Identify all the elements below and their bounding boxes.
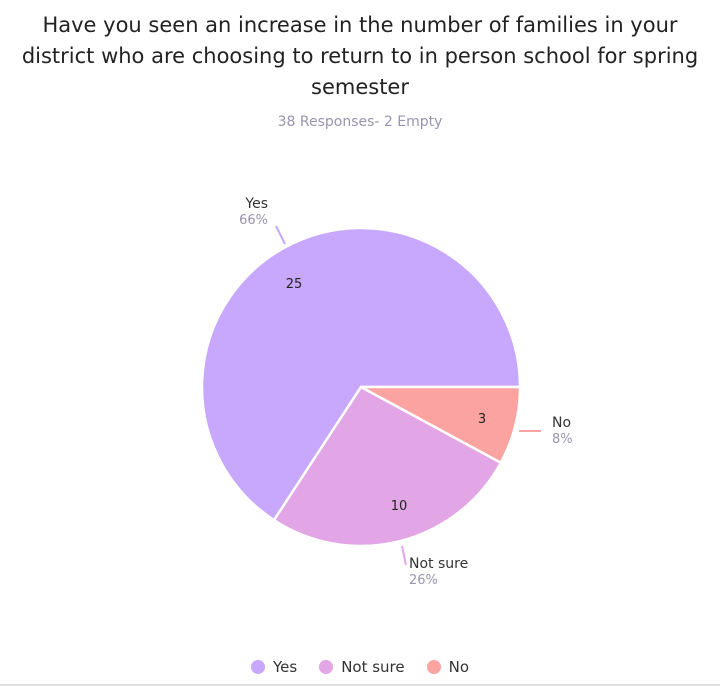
chart-subtitle: 38 Responses- 2 Empty — [277, 114, 443, 130]
legend-item-not-sure[interactable]: Not sure — [319, 658, 405, 676]
pie-slice-not-sure[interactable] — [272, 385, 503, 548]
outer-percent-yes: 66% — [239, 213, 268, 228]
legend-item-no[interactable]: No — [426, 658, 470, 676]
pie-slice-no[interactable] — [360, 385, 522, 465]
outer-label-not-sure: Not sure — [409, 556, 468, 572]
bottom-divider — [0, 684, 720, 686]
chart-legend: Yes Not sure No — [0, 658, 720, 676]
legend-swatch-no — [426, 660, 441, 674]
pie-slice-yes[interactable] — [200, 226, 522, 522]
leader-line-yes — [275, 225, 286, 245]
legend-item-yes[interactable]: Yes — [250, 658, 298, 676]
chart-title: Have you seen an increase in the number … — [21, 13, 699, 99]
leader-line-not-sure — [401, 545, 407, 566]
slice-value-no: 3 — [478, 412, 486, 427]
legend-label-not-sure: Not sure — [341, 658, 405, 676]
outer-percent-no: 8% — [552, 432, 573, 447]
slice-value-not-sure: 10 — [391, 499, 408, 514]
outer-label-no: No — [552, 415, 571, 431]
legend-swatch-yes — [250, 660, 265, 674]
outer-label-yes: Yes — [244, 196, 268, 212]
legend-label-no: No — [448, 658, 470, 676]
legend-swatch-not-sure — [319, 660, 334, 674]
legend-label-yes: Yes — [272, 658, 298, 676]
outer-percent-not-sure: 26% — [409, 573, 438, 588]
slice-value-yes: 25 — [286, 277, 303, 292]
